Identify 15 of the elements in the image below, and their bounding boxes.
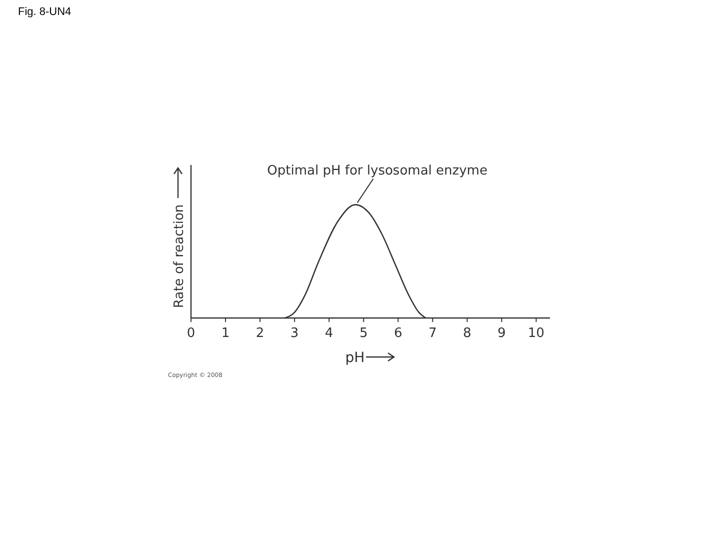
x-tick-label: 9 [498, 326, 506, 341]
x-tick-label: 0 [186, 326, 196, 341]
x-tick-label: 8 [463, 326, 472, 341]
x-tick-label: 2 [256, 326, 264, 341]
x-tick-label: 7 [428, 326, 437, 341]
y-axis-title: Rate of reaction [172, 204, 187, 308]
x-tick-label: 3 [290, 326, 299, 341]
x-tick-label: 4 [324, 326, 334, 341]
x-tick-label: 1 [221, 326, 230, 341]
x-axis-title: pH [345, 350, 365, 366]
x-tick-label: 10 [528, 326, 544, 341]
x-tick-label: 6 [394, 326, 402, 341]
annotation: Optimal pH for lysosomal enzyme [267, 164, 488, 179]
text: Fig. 8-UN4 [18, 6, 72, 18]
x-tick-label: 5 [359, 326, 368, 341]
